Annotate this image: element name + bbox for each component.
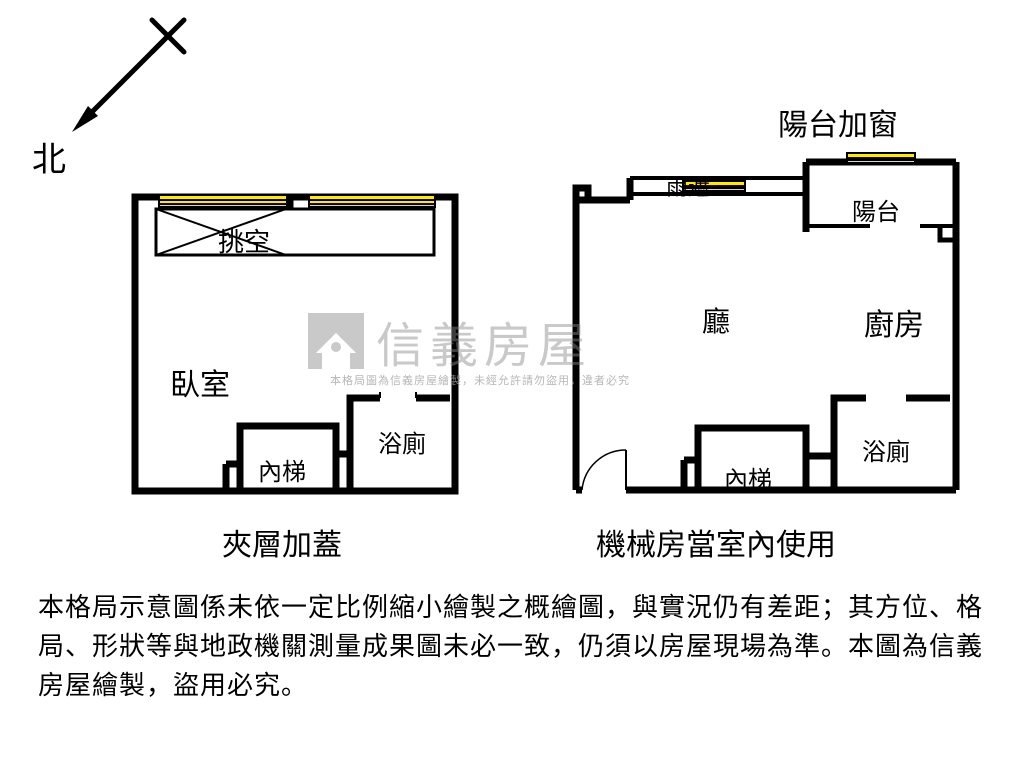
watermark-subtext: 本格局圖為信義房屋繪製，未經允許請勿盜用，違者必究 — [330, 372, 630, 388]
label-balcony-window-title: 陽台加窗 — [778, 100, 898, 144]
disclaimer-text: 本格局示意圖係未依一定比例縮小繪製之概繪圖，與實況仍有差距；其方位、格局、形狀等… — [38, 588, 994, 705]
north-arrow-icon — [58, 16, 188, 146]
label-bedroom: 臥室 — [170, 360, 230, 404]
label-mezzanine-caption: 夾層加蓋 — [222, 520, 342, 564]
label-mechanical-caption: 機械房當室內使用 — [596, 520, 836, 564]
brand-logo-icon — [308, 313, 364, 369]
compass — [58, 16, 188, 146]
watermark: 信義房屋 — [308, 306, 592, 376]
label-kitchen: 廚房 — [864, 300, 924, 344]
label-bath-right: 浴廁 — [862, 432, 910, 467]
window — [158, 194, 288, 208]
label-balcony: 陽台 — [852, 192, 900, 227]
label-void: 挑空 — [218, 222, 270, 259]
window — [846, 152, 916, 164]
label-bath-left: 浴廁 — [378, 424, 426, 459]
label-awning: 雨遮 — [666, 170, 710, 202]
window — [308, 194, 436, 208]
floor-plan-canvas: 北 — [0, 0, 1024, 768]
north-label: 北 — [32, 132, 66, 181]
watermark-brand: 信義房屋 — [376, 306, 592, 376]
label-stair-right: 內梯 — [724, 460, 772, 495]
label-stair-left: 內梯 — [258, 452, 306, 487]
label-hall: 廳 — [702, 300, 730, 340]
